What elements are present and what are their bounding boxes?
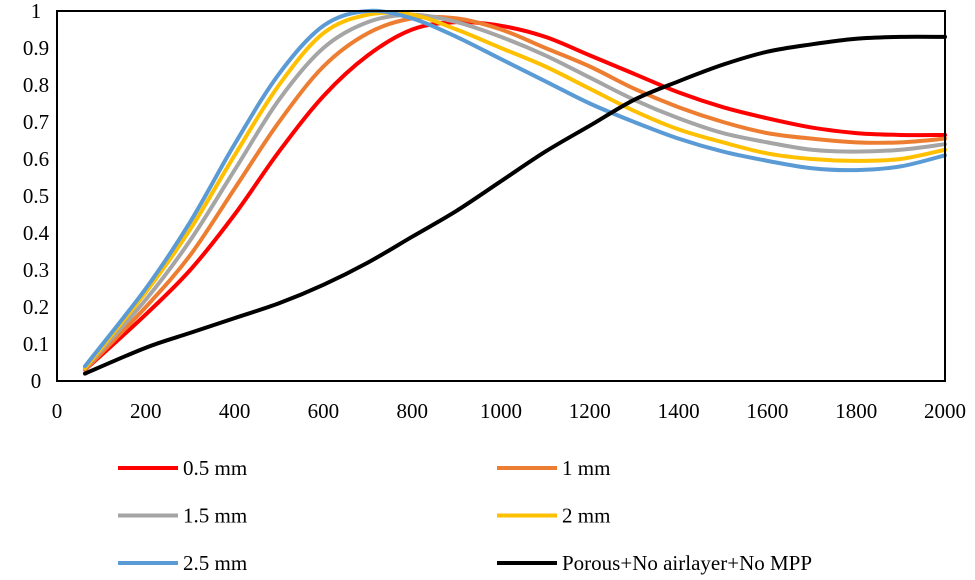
legend-label: Porous+No airlayer+No MPP bbox=[562, 551, 812, 575]
series-line-5 bbox=[82, 34, 947, 376]
y-tick-label: 0.4 bbox=[23, 221, 50, 245]
legend-item: 2.5 mm bbox=[118, 551, 247, 575]
x-tick-label: 1400 bbox=[658, 399, 700, 423]
x-tick-label: 800 bbox=[396, 399, 428, 423]
legend-label: 1 mm bbox=[562, 456, 610, 480]
series-line-1 bbox=[82, 14, 947, 372]
y-tick-label: 0.8 bbox=[23, 73, 49, 97]
series-line-3 bbox=[82, 10, 947, 371]
x-tick-label: 2000 bbox=[924, 399, 966, 423]
legend-label: 1.5 mm bbox=[183, 504, 247, 528]
x-tick-label: 200 bbox=[130, 399, 162, 423]
y-axis-ticks: 0 0.1 0.2 0.3 0.4 0.5 0.6 0.7 0.8 0.9 1 bbox=[23, 0, 50, 393]
series-layer bbox=[82, 8, 947, 376]
x-tick-label: 1000 bbox=[480, 399, 522, 423]
legend-label: 2 mm bbox=[562, 504, 610, 528]
legend-label: 2.5 mm bbox=[183, 551, 247, 575]
x-tick-label: 400 bbox=[219, 399, 251, 423]
plot-area-border bbox=[56, 10, 946, 382]
legend-item: 0.5 mm bbox=[118, 456, 247, 480]
x-tick-label: 1800 bbox=[835, 399, 877, 423]
series-line-0 bbox=[82, 19, 947, 372]
x-axis-ticks: 0 200 400 600 800 1000 1200 1400 1600 1800 2000 bbox=[52, 399, 966, 423]
legend-item: 2 mm bbox=[497, 504, 610, 528]
y-tick-label: 0.1 bbox=[23, 332, 49, 356]
y-tick-label: 0.7 bbox=[23, 110, 49, 134]
x-tick-label: 600 bbox=[308, 399, 340, 423]
legend-item: Porous+No airlayer+No MPP bbox=[497, 551, 812, 575]
series-line-2 bbox=[82, 12, 947, 371]
y-tick-label: 0.2 bbox=[23, 295, 49, 319]
y-tick-label: 0.6 bbox=[23, 147, 49, 171]
x-tick-label: 1200 bbox=[569, 399, 611, 423]
y-tick-label: 0 bbox=[31, 369, 42, 393]
y-tick-label: 0.3 bbox=[23, 258, 49, 282]
y-tick-label: 1 bbox=[31, 0, 42, 23]
legend-item: 1.5 mm bbox=[118, 504, 247, 528]
x-tick-label: 1600 bbox=[746, 399, 788, 423]
y-tick-label: 0.9 bbox=[23, 36, 49, 60]
y-tick-label: 0.5 bbox=[23, 184, 49, 208]
legend: 0.5 mm 1 mm 1.5 mm 2 mm 2.5 mm Porous+No airl… bbox=[118, 456, 812, 575]
x-tick-label: 0 bbox=[52, 399, 63, 423]
series-line-4 bbox=[82, 8, 947, 369]
legend-item: 1 mm bbox=[497, 456, 610, 480]
legend-label: 0.5 mm bbox=[183, 456, 247, 480]
